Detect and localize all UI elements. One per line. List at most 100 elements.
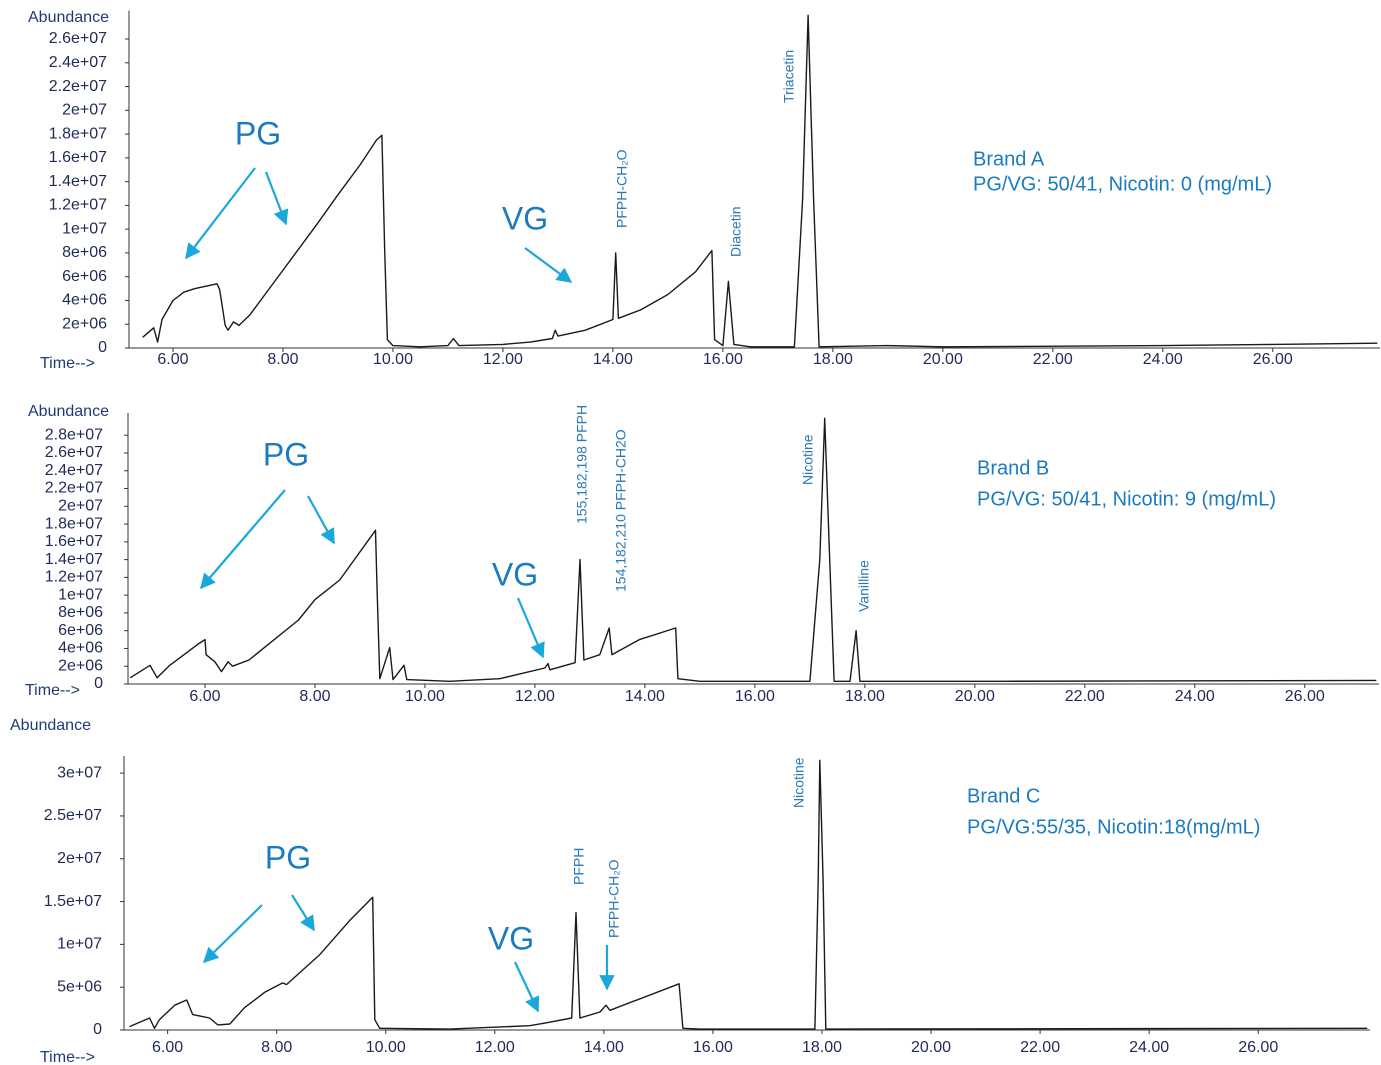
- y-tick-label: 1.8e+07: [45, 515, 103, 532]
- sample-description: Brand B: [977, 457, 1049, 479]
- peak-label: PFPH: [571, 848, 587, 885]
- annotation: VG: [492, 556, 538, 592]
- y-tick-label: 6e+06: [62, 268, 107, 285]
- x-tick-label: 8.00: [299, 688, 330, 705]
- x-tick-label: 14.00: [625, 688, 665, 705]
- peak-label: Nicotine: [791, 757, 807, 808]
- peak-label: PFPH-CH₂O: [614, 149, 630, 228]
- x-tick-label: 10.00: [366, 1039, 406, 1056]
- sample-description: Brand A: [973, 148, 1045, 170]
- peak-label: 154,182,210 PFPH-CH2O: [613, 429, 629, 592]
- y-tick-label: 3e+07: [57, 764, 102, 781]
- y-tick-label: 0: [94, 675, 103, 692]
- x-tick-label: 26.00: [1285, 688, 1325, 705]
- y-tick-label: 2.2e+07: [49, 78, 107, 95]
- x-tick-label: 18.00: [813, 351, 853, 368]
- sample-description: PG/VG:55/35, Nicotin:18(mg/mL): [967, 816, 1260, 838]
- chromatogram-trace: [129, 417, 1377, 682]
- annotation: PG: [265, 839, 311, 875]
- x-tick-label: 12.00: [483, 351, 523, 368]
- x-tick-label: 10.00: [373, 351, 413, 368]
- x-tick-label: 6.00: [157, 351, 188, 368]
- x-tick-label: 16.00: [693, 1039, 733, 1056]
- y-axis-title: Abundance: [10, 717, 91, 734]
- peak-label: Triacetin: [781, 50, 797, 103]
- y-tick-label: 8e+06: [58, 604, 103, 621]
- x-tick-label: 22.00: [1020, 1039, 1060, 1056]
- x-tick-label: 14.00: [593, 351, 633, 368]
- y-tick-label: 1.6e+07: [45, 533, 103, 550]
- y-tick-label: 1e+07: [62, 220, 107, 237]
- annotation-arrow: [202, 904, 263, 964]
- y-tick-label: 1e+07: [58, 586, 103, 603]
- x-tick-label: 22.00: [1033, 351, 1073, 368]
- annotation-arrow: [199, 489, 286, 590]
- annotation-arrow: [264, 171, 289, 226]
- y-axis-title: Abundance: [28, 9, 109, 26]
- y-tick-label: 4e+06: [58, 640, 103, 657]
- y-tick-label: 2.8e+07: [45, 426, 103, 443]
- annotation: VG: [502, 200, 548, 236]
- y-axis-title: Abundance: [28, 403, 109, 420]
- x-tick-label: 18.00: [845, 688, 885, 705]
- y-tick-label: 2e+06: [62, 315, 107, 332]
- x-tick-label: 12.00: [515, 688, 555, 705]
- x-tick-label: 26.00: [1238, 1039, 1278, 1056]
- y-tick-label: 1.2e+07: [49, 197, 107, 214]
- annotation-arrow: [307, 495, 335, 545]
- annotation-arrow: [516, 597, 545, 659]
- y-tick-label: 2e+07: [58, 498, 103, 515]
- peak-label: Nicotine: [800, 434, 816, 485]
- annotation-arrow: [185, 167, 256, 260]
- annotation: PG: [235, 115, 281, 151]
- peak-label: Diacetin: [728, 206, 744, 257]
- x-tick-label: 16.00: [703, 351, 743, 368]
- annotation-arrow: [524, 247, 573, 283]
- y-tick-label: 2e+07: [62, 102, 107, 119]
- x-tick-label: 20.00: [955, 688, 995, 705]
- y-tick-label: 1.2e+07: [45, 569, 103, 586]
- x-tick-label: 22.00: [1065, 688, 1105, 705]
- y-tick-label: 2.6e+07: [45, 444, 103, 461]
- y-tick-label: 1.4e+07: [45, 551, 103, 568]
- x-tick-label: 20.00: [911, 1039, 951, 1056]
- y-tick-label: 2.4e+07: [49, 54, 107, 71]
- x-tick-label: 20.00: [923, 351, 963, 368]
- x-tick-label: 6.00: [189, 688, 220, 705]
- x-tick-label: 10.00: [405, 688, 445, 705]
- y-tick-label: 2e+06: [58, 657, 103, 674]
- x-axis-title: Time-->: [25, 682, 80, 699]
- x-tick-label: 18.00: [802, 1039, 842, 1056]
- x-tick-label: 12.00: [475, 1039, 515, 1056]
- annotation-arrow: [514, 961, 540, 1013]
- y-tick-label: 5e+06: [57, 978, 102, 995]
- y-tick-label: 0: [98, 339, 107, 356]
- x-tick-label: 24.00: [1143, 351, 1183, 368]
- peak-label: Vanilline: [856, 560, 872, 612]
- sample-description: Brand C: [967, 785, 1040, 807]
- y-tick-label: 2.5e+07: [44, 807, 102, 824]
- x-tick-label: 24.00: [1129, 1039, 1169, 1056]
- peak-label: PFPH-CH₂O: [606, 859, 622, 938]
- y-tick-label: 1.4e+07: [49, 173, 107, 190]
- chromatogram-trace: [129, 759, 1368, 1030]
- sample-description: PG/VG: 50/41, Nicotin: 0 (mg/mL): [973, 173, 1272, 195]
- y-tick-label: 0: [93, 1021, 102, 1038]
- x-axis-title: Time-->: [40, 355, 95, 372]
- y-tick-label: 1.5e+07: [44, 893, 102, 910]
- x-tick-label: 6.00: [152, 1039, 183, 1056]
- y-tick-label: 1.6e+07: [49, 149, 107, 166]
- x-axis-title: Time-->: [40, 1049, 95, 1065]
- x-tick-label: 16.00: [735, 688, 775, 705]
- annotation-arrow: [291, 894, 315, 932]
- chromatogram-trace: [142, 14, 1378, 348]
- x-tick-label: 14.00: [584, 1039, 624, 1056]
- x-tick-label: 24.00: [1175, 688, 1215, 705]
- y-tick-label: 2.2e+07: [45, 480, 103, 497]
- x-tick-label: 26.00: [1253, 351, 1293, 368]
- y-tick-label: 8e+06: [62, 244, 107, 261]
- y-tick-label: 1.8e+07: [49, 125, 107, 142]
- y-tick-label: 4e+06: [62, 292, 107, 309]
